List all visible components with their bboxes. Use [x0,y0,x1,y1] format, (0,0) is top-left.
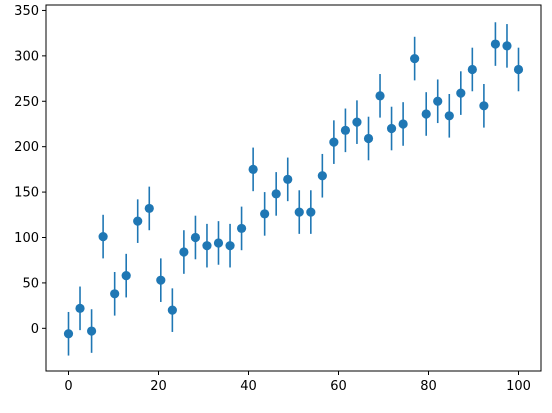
data-point [502,41,512,51]
x-tick-label: 60 [330,379,347,394]
x-tick-label: 40 [240,379,257,394]
x-tick-label: 20 [150,379,167,394]
data-point [294,207,304,217]
plot-frame [45,4,542,372]
x-axis: 0 20 40 60 80 100 [64,371,531,394]
data-point [317,171,327,181]
data-point [190,232,201,243]
data-point [410,53,420,64]
data-point [133,216,143,226]
data-point [340,125,351,135]
x-tick-label: 80 [420,379,437,394]
data-point [398,119,408,129]
data-point [306,207,316,217]
data-point [110,289,120,299]
data-point [375,91,385,101]
plot-area [46,5,541,371]
data-point [490,39,501,49]
data-point [75,303,85,313]
data-marks [63,22,524,356]
data-point [260,209,270,219]
data-point [456,88,466,98]
data-point [179,247,189,257]
data-point [479,101,489,111]
x-tick-label: 100 [506,379,531,394]
data-point [271,189,281,199]
data-point [352,117,362,127]
data-point [225,241,235,251]
data-point [421,109,431,119]
y-tick-label: 300 [14,49,39,64]
data-point [386,123,397,134]
y-axis: 0 50 100 150 200 250 300 350 [14,4,46,337]
data-point [167,305,177,315]
data-point [433,96,443,106]
y-tick-label: 350 [14,4,39,19]
data-point [444,111,454,121]
data-point [213,238,224,248]
data-point [121,271,131,281]
data-point [63,329,74,339]
data-point [329,137,339,147]
data-point [144,203,154,214]
y-tick-label: 150 [14,186,39,201]
data-point [283,174,293,184]
data-point [248,164,258,174]
y-tick-label: 200 [14,140,39,155]
data-point [202,241,212,251]
y-tick-label: 100 [14,231,39,246]
data-point [513,64,524,75]
data-point [363,133,374,144]
data-point [98,231,108,242]
y-tick-label: 250 [14,95,39,110]
y-tick-label: 50 [22,276,39,291]
data-point [236,223,247,234]
data-point [467,64,477,75]
y-tick-label: 0 [31,322,39,337]
x-tick-label: 0 [64,379,72,394]
data-point [86,326,97,336]
data-point [156,275,166,285]
